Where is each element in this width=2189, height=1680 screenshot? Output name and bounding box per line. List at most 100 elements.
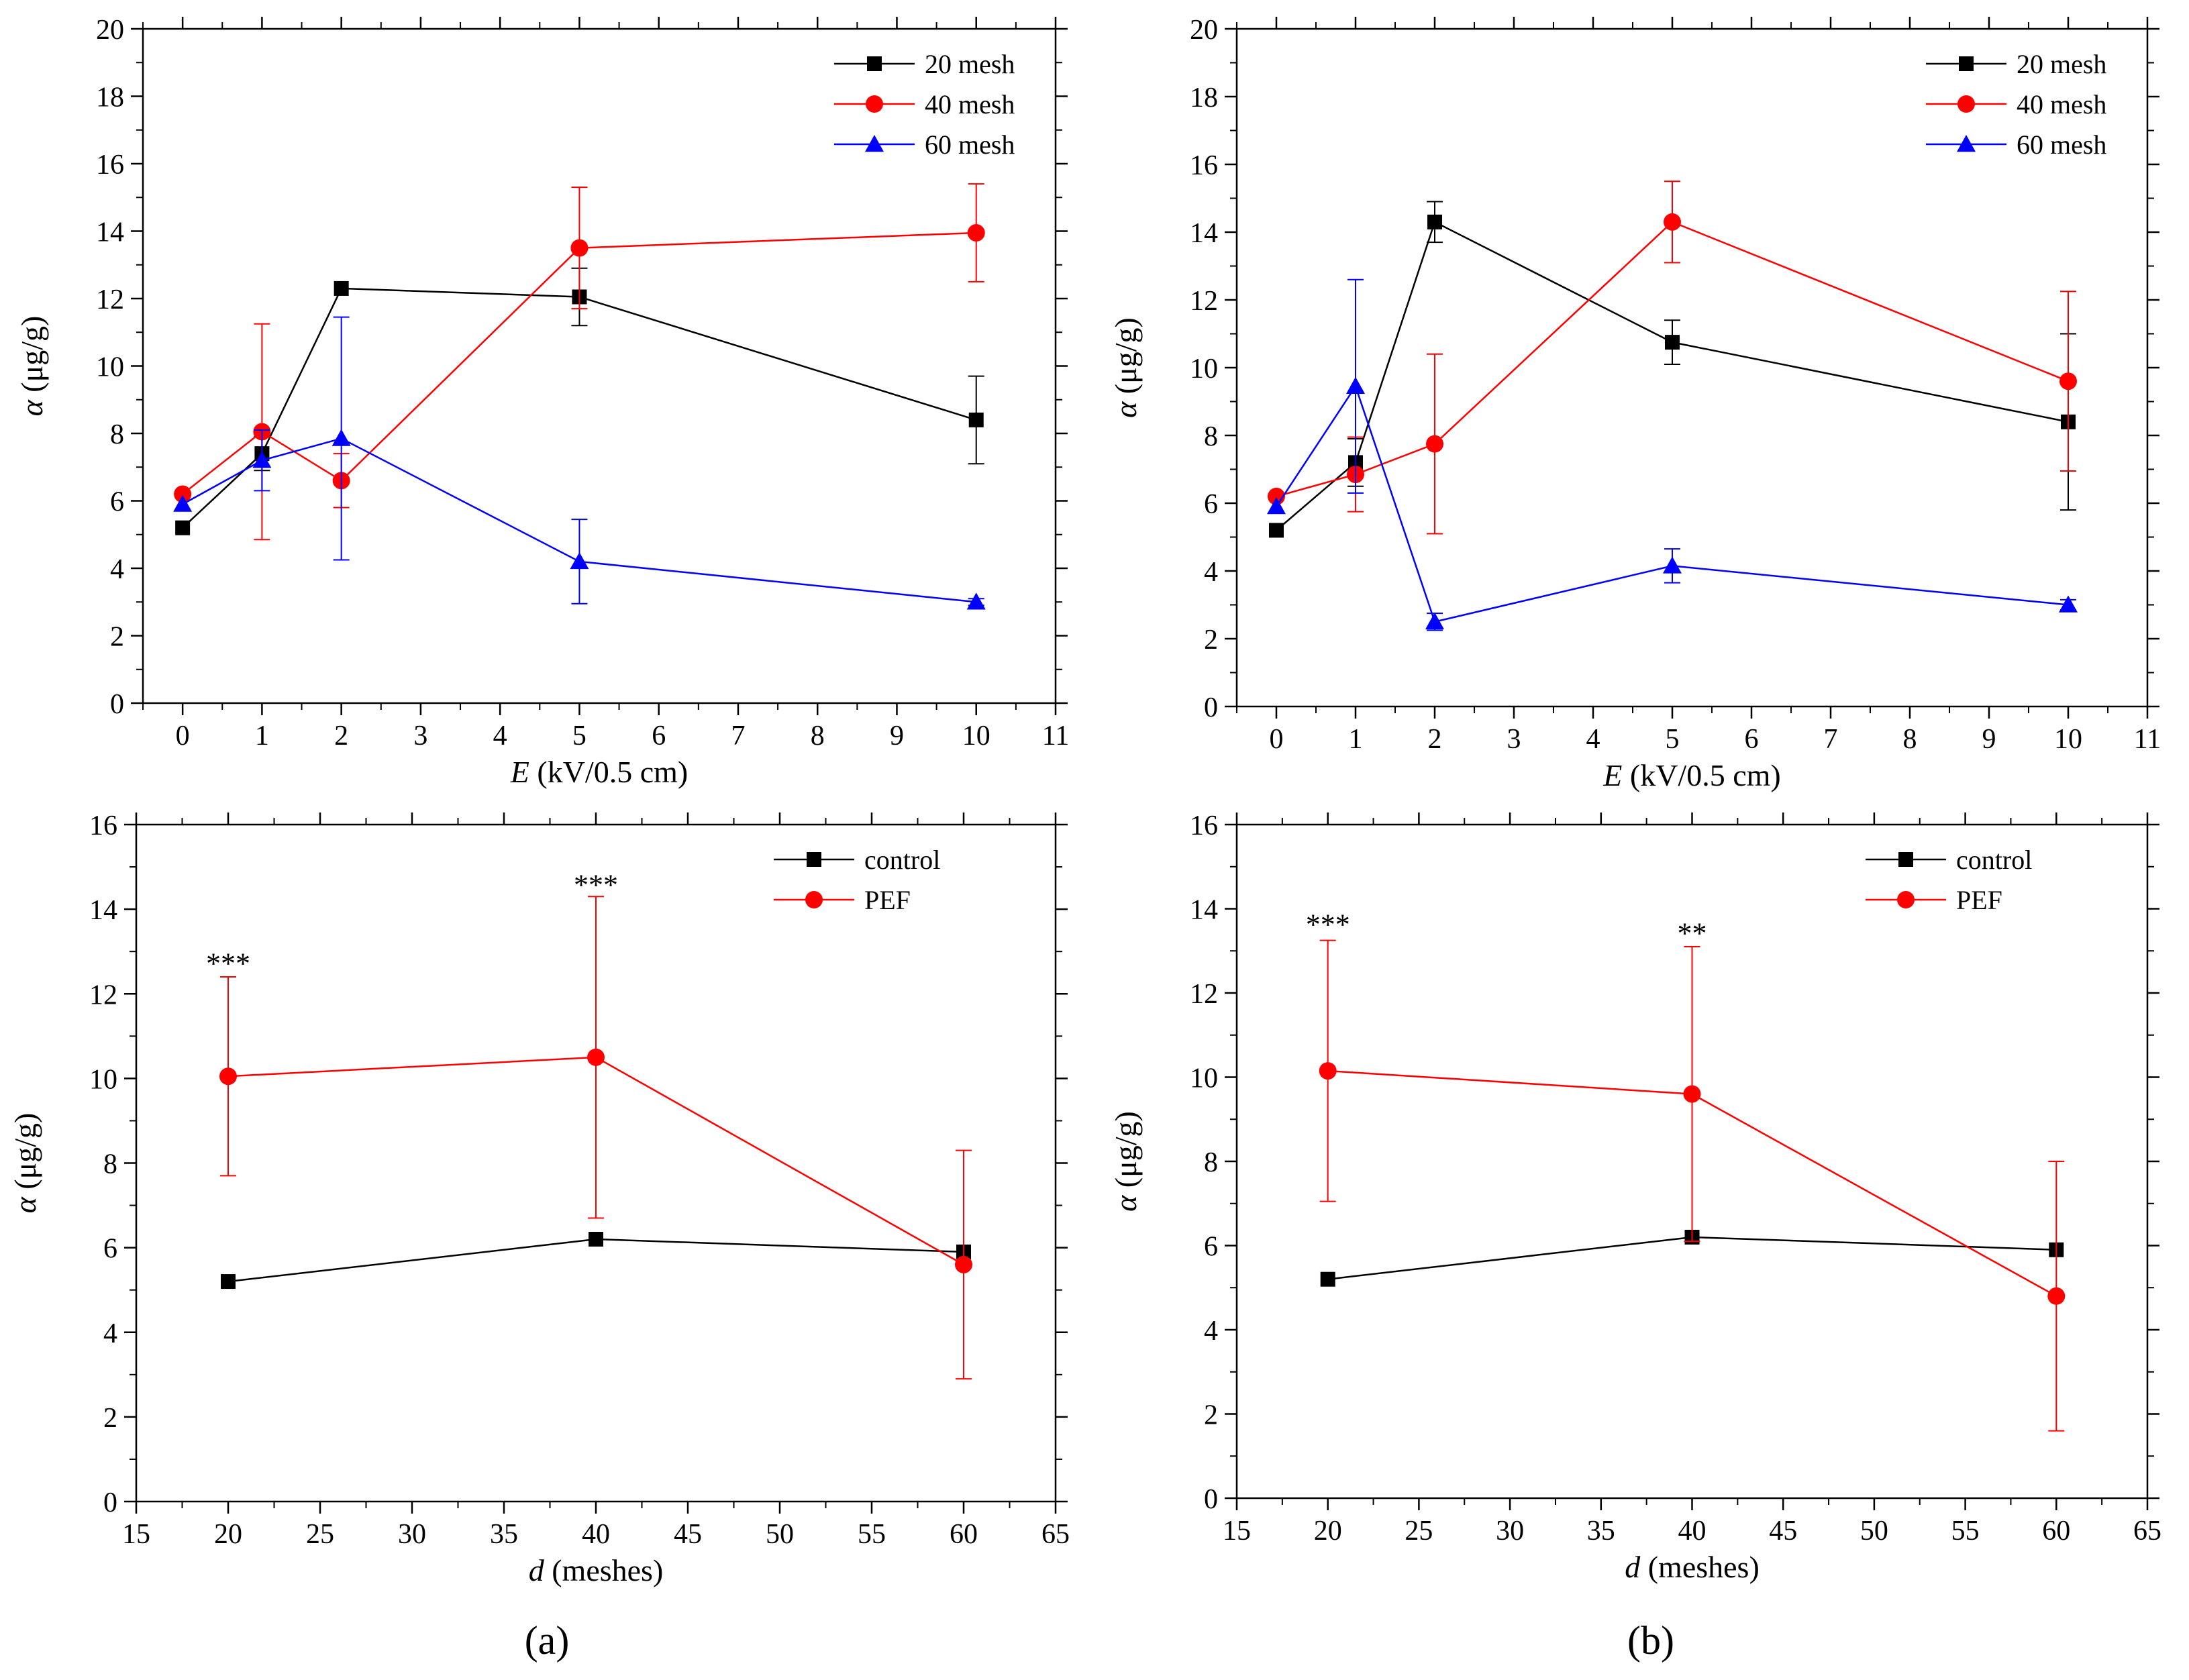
legend-label: 20 mesh xyxy=(2017,49,2106,79)
data-point xyxy=(1319,1062,1337,1080)
y-tick-label: 0 xyxy=(1204,692,1218,723)
x-tick-label: 2 xyxy=(1428,724,1442,755)
y-tick-label: 14 xyxy=(89,895,117,926)
y-tick-label: 8 xyxy=(110,419,124,450)
x-tick-label: 65 xyxy=(2133,1516,2161,1546)
x-tick-label: 9 xyxy=(890,721,904,751)
x-axis-label-symbol: d xyxy=(1625,1550,1641,1584)
y-tick-label: 16 xyxy=(89,810,117,841)
x-tick-label: 55 xyxy=(858,1519,886,1550)
legend: control PEF xyxy=(1866,845,2032,915)
x-axis-label-unit: (kV/0.5 cm) xyxy=(529,755,688,789)
legend-marker xyxy=(865,135,884,152)
y-tick-label: 4 xyxy=(103,1318,117,1349)
series-40-mesh xyxy=(174,183,985,541)
series-60-mesh xyxy=(173,316,986,610)
x-tick-label: 7 xyxy=(1824,724,1838,755)
x-axis-label: d (meshes) xyxy=(1625,1550,1760,1584)
y-tick-label: 8 xyxy=(1204,1147,1218,1178)
legend: control PEF xyxy=(774,845,940,915)
legend: 20 mesh 40 mesh 60 mesh xyxy=(834,49,1015,160)
data-point xyxy=(1664,213,1681,231)
x-tick-label: 25 xyxy=(1405,1516,1433,1546)
y-tick-label: 20 xyxy=(1190,15,1218,46)
x-tick-label: 40 xyxy=(582,1519,610,1550)
x-axis-label: E (kV/0.5 cm) xyxy=(510,755,688,789)
x-tick-label: 11 xyxy=(1042,721,1069,751)
plot-frame xyxy=(142,28,1057,704)
data-point xyxy=(1663,556,1682,574)
y-tick-label: 0 xyxy=(110,689,124,720)
data-point xyxy=(1267,497,1286,515)
data-point xyxy=(1426,435,1443,453)
legend-label: 40 mesh xyxy=(925,89,1015,119)
data-point xyxy=(2047,1287,2066,1305)
legend-marker xyxy=(1898,852,1913,867)
legend-label: PEF xyxy=(864,885,911,915)
y-tick-label: 0 xyxy=(1204,1484,1218,1515)
x-axis-label-unit: (meshes) xyxy=(1640,1550,1760,1584)
y-axis-label-symbol: α xyxy=(1109,1195,1143,1212)
data-point xyxy=(219,1067,237,1086)
y-tick-label: 10 xyxy=(1190,354,1218,384)
data-point xyxy=(966,592,986,610)
y-axis-label-unit: (μg/g) xyxy=(8,1113,42,1198)
legend-label: PEF xyxy=(1956,885,2002,915)
y-axis-label: α (μg/g) xyxy=(15,316,49,417)
legend-label: control xyxy=(864,845,940,875)
y-axis-label-symbol: α xyxy=(8,1196,42,1213)
y-tick-label: 18 xyxy=(96,83,124,113)
legend-marker xyxy=(867,56,882,71)
series-60-mesh xyxy=(1267,278,2078,631)
data-point xyxy=(332,429,351,446)
x-axis-label: E (kV/0.5 cm) xyxy=(1602,758,1780,792)
y-tick-label: 10 xyxy=(89,1064,117,1095)
x-tick-label: 55 xyxy=(1951,1516,1980,1546)
y-tick-label: 0 xyxy=(103,1487,117,1518)
data-point xyxy=(570,239,589,257)
x-tick-label: 8 xyxy=(811,721,825,751)
x-axis-label-unit: (meshes) xyxy=(544,1553,664,1587)
legend-marker xyxy=(1897,891,1915,908)
y-tick-label: 16 xyxy=(96,150,124,180)
x-tick-label: 20 xyxy=(214,1519,242,1550)
data-point xyxy=(570,552,589,570)
y-tick-label: 2 xyxy=(1204,625,1218,655)
x-tick-label: 35 xyxy=(1587,1516,1615,1546)
x-tick-label: 1 xyxy=(1349,724,1363,755)
y-axis-label-symbol: α xyxy=(15,399,49,416)
y-axis-label: α (μg/g) xyxy=(8,1113,42,1214)
x-tick-label: 15 xyxy=(1223,1516,1251,1546)
x-tick-label: 40 xyxy=(1678,1516,1707,1546)
data-point xyxy=(1320,1271,1335,1287)
y-tick-label: 16 xyxy=(1190,810,1218,841)
x-axis-label-symbol: E xyxy=(1602,758,1622,792)
x-tick-label: 10 xyxy=(962,721,990,751)
y-axis-label-unit: (μg/g) xyxy=(1109,1111,1143,1196)
series-40-mesh xyxy=(1268,180,2077,535)
y-tick-label: 8 xyxy=(1204,421,1218,452)
series-20-mesh xyxy=(175,267,984,535)
legend-marker xyxy=(807,852,821,867)
data-point xyxy=(955,1255,972,1273)
x-tick-label: 50 xyxy=(1860,1516,1888,1546)
y-tick-label: 12 xyxy=(1190,979,1218,1010)
chart-a-bottom: 15 20 25 30 35 40 45 50 55 60 65 0 2 4 6 8 10 12 14 16 d (me… xyxy=(8,810,1070,1587)
x-tick-label: 2 xyxy=(334,721,348,751)
series-PEF xyxy=(1319,939,2066,1432)
y-axis-label: α (μg/g) xyxy=(1109,317,1143,418)
y-axis-label: α (μg/g) xyxy=(1109,1111,1143,1212)
y-tick-label: 4 xyxy=(110,554,124,585)
data-point xyxy=(968,412,984,427)
x-tick-label: 60 xyxy=(950,1519,978,1550)
data-point xyxy=(1425,612,1444,629)
x-tick-label: 1 xyxy=(255,721,269,751)
data-point xyxy=(252,451,272,468)
y-tick-label: 4 xyxy=(1204,1316,1218,1347)
legend-label: 20 mesh xyxy=(925,49,1015,79)
x-tick-label: 4 xyxy=(493,721,507,751)
y-axis-label-unit: (μg/g) xyxy=(1109,317,1143,402)
